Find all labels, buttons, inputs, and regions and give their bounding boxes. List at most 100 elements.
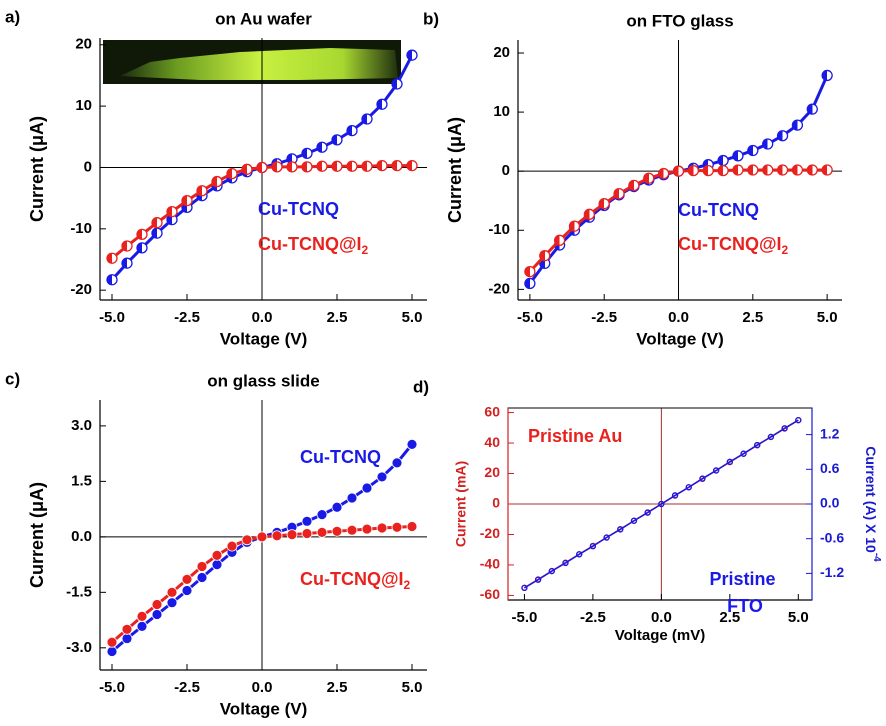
data-point: [376, 471, 388, 483]
data-point: [106, 274, 118, 286]
data-point: [151, 599, 163, 610]
data-point: [271, 530, 283, 542]
inset-photo: [103, 40, 401, 84]
legend-label: Cu-TCNQ@I2: [258, 234, 369, 257]
data-point: [568, 220, 581, 232]
x-tick-label: 2.5: [327, 309, 348, 326]
data-point: [151, 227, 163, 239]
data-point: [121, 623, 133, 635]
data-point: [702, 164, 714, 177]
data-point: [181, 585, 193, 596]
legend-label-main: Cu-TCNQ@I: [678, 234, 782, 254]
data-point: [553, 234, 566, 246]
x-tick-label: 5.0: [402, 679, 423, 696]
y-tick-label: -20: [488, 280, 510, 297]
data-point: [391, 78, 403, 90]
data-point: [589, 543, 597, 550]
x-tick-label: -2.5: [591, 309, 617, 326]
data-point: [643, 172, 655, 184]
y2-tick-label: -0.6: [820, 529, 844, 545]
legend-label: Cu-TCNQ: [678, 200, 759, 220]
data-point: [196, 185, 208, 197]
y2-axis-label-text: Current (A) X 10: [863, 446, 879, 553]
data-point: [699, 475, 706, 482]
legend-label-subscript: 2: [782, 243, 789, 257]
data-point: [747, 164, 759, 176]
data-point: [316, 509, 328, 521]
data-point: [346, 524, 358, 536]
legend-label: Cu-TCNQ@I2: [300, 569, 411, 592]
legend-label-main: Cu-TCNQ@I: [300, 569, 404, 589]
data-point: [376, 159, 388, 172]
data-point: [767, 433, 775, 441]
y-tick-label: 0.0: [71, 528, 92, 545]
data-point: [391, 521, 403, 533]
data-point: [286, 161, 298, 173]
data-point: [121, 240, 133, 252]
data-point: [754, 441, 761, 449]
data-point: [331, 501, 343, 513]
data-point: [524, 277, 536, 290]
data-point: [776, 164, 789, 176]
data-point: [331, 160, 343, 172]
data-point: [301, 147, 313, 160]
y-tick-label: 3.0: [71, 417, 92, 434]
data-point: [316, 160, 328, 172]
data-point: [256, 531, 268, 543]
data-point: [211, 175, 223, 188]
data-point: [196, 572, 208, 583]
legend-label-line: Pristine: [709, 569, 780, 589]
data-point: [791, 164, 804, 176]
data-point: [613, 187, 625, 200]
data-point: [331, 525, 343, 537]
data-point: [361, 482, 373, 494]
data-point: [685, 484, 692, 491]
chart-title: on glass slide: [207, 371, 319, 390]
data-point: [361, 113, 373, 125]
legend-label: Pristine Au: [528, 426, 622, 446]
data-point: [795, 416, 802, 424]
data-point: [376, 522, 388, 534]
data-point: [316, 527, 328, 538]
x-tick-label: -5.0: [99, 679, 125, 696]
y-tick-label: -10: [70, 220, 92, 237]
data-point: [196, 561, 208, 572]
y-tick-label: -1.5: [66, 583, 92, 600]
legend-label-line: FTO: [727, 596, 763, 616]
data-point: [151, 609, 163, 620]
x-axis-label: Voltage (mV): [615, 627, 706, 644]
data-point: [644, 509, 651, 516]
y-tick-label: 10: [493, 103, 510, 120]
panel-label: d): [413, 377, 429, 396]
y-tick-label: 60: [484, 403, 500, 419]
data-point: [286, 529, 298, 541]
data-point: [346, 160, 358, 172]
x-axis-label: Voltage (V): [220, 329, 308, 348]
legend-label: Cu-TCNQ: [258, 199, 339, 219]
data-point: [361, 523, 373, 535]
y-tick-label: -20: [480, 525, 500, 541]
y-tick-label: -60: [480, 586, 500, 602]
data-point: [821, 69, 833, 82]
data-point: [671, 492, 679, 499]
data-point: [583, 208, 595, 220]
data-point: [271, 161, 283, 173]
data-point: [181, 194, 193, 207]
y-tick-label: 20: [75, 36, 92, 53]
data-point: [672, 165, 685, 177]
data-point: [376, 98, 388, 110]
legend-label-main: Cu-TCNQ@I: [258, 234, 362, 254]
data-point: [406, 521, 418, 532]
data-point: [211, 559, 223, 570]
data-point: [630, 517, 638, 524]
legend-label: Pristine FTO: [709, 569, 780, 616]
x-tick-label: -5.0: [517, 309, 543, 326]
legend-label: Cu-TCNQ: [300, 447, 381, 467]
x-tick-label: 0.0: [252, 679, 273, 696]
data-point: [740, 450, 747, 457]
data-point: [732, 164, 744, 176]
data-point: [712, 467, 720, 474]
data-point: [181, 573, 193, 585]
chart-title: on FTO glass: [626, 11, 733, 30]
